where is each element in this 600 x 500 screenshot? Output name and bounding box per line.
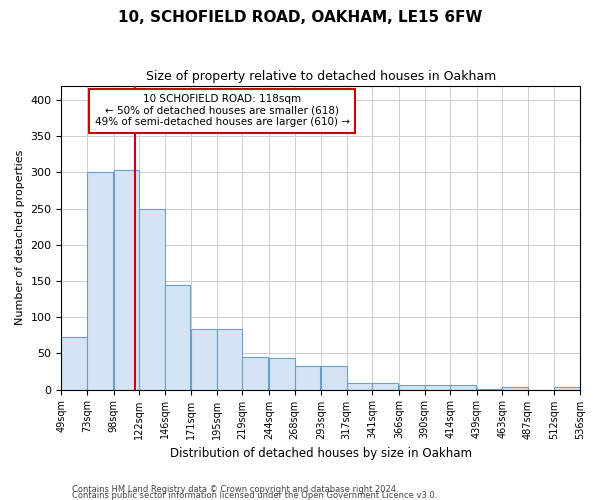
Bar <box>269 358 295 390</box>
Y-axis label: Number of detached properties: Number of detached properties <box>15 150 25 325</box>
Bar <box>502 386 528 390</box>
Bar <box>295 366 320 390</box>
Bar <box>477 389 502 390</box>
Text: Contains public sector information licensed under the Open Government Licence v3: Contains public sector information licen… <box>72 490 437 500</box>
X-axis label: Distribution of detached houses by size in Oakham: Distribution of detached houses by size … <box>170 447 472 460</box>
Bar <box>425 385 450 390</box>
Bar <box>87 172 113 390</box>
Bar <box>61 336 87 390</box>
Bar <box>450 385 476 390</box>
Bar <box>191 330 217 390</box>
Bar <box>373 383 398 390</box>
Bar <box>139 210 164 390</box>
Bar <box>399 385 425 390</box>
Text: 10, SCHOFIELD ROAD, OAKHAM, LE15 6FW: 10, SCHOFIELD ROAD, OAKHAM, LE15 6FW <box>118 10 482 25</box>
Bar <box>554 388 580 390</box>
Bar <box>113 170 139 390</box>
Bar <box>164 284 190 390</box>
Title: Size of property relative to detached houses in Oakham: Size of property relative to detached ho… <box>146 70 496 83</box>
Bar <box>242 357 268 390</box>
Bar <box>217 330 242 390</box>
Text: 10 SCHOFIELD ROAD: 118sqm
← 50% of detached houses are smaller (618)
49% of semi: 10 SCHOFIELD ROAD: 118sqm ← 50% of detac… <box>95 94 350 128</box>
Bar <box>347 383 373 390</box>
Bar <box>321 366 347 390</box>
Text: Contains HM Land Registry data © Crown copyright and database right 2024.: Contains HM Land Registry data © Crown c… <box>72 484 398 494</box>
